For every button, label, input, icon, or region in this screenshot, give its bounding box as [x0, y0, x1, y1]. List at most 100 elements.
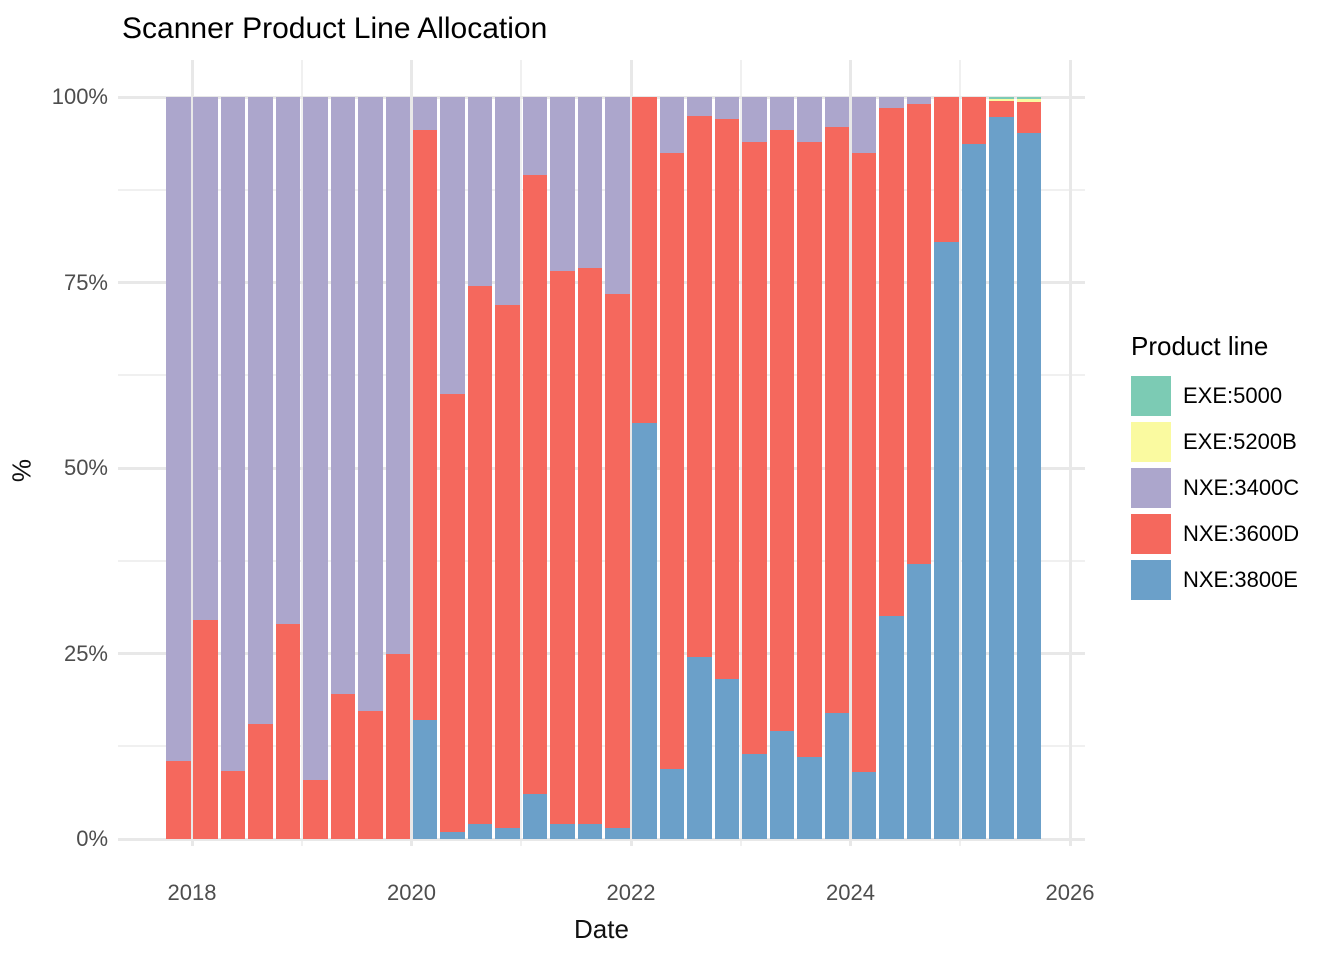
legend-color-swatch — [1131, 468, 1171, 508]
bar-segment-nxe-3600d — [275, 623, 301, 839]
x-axis-tick-label: 2024 — [826, 880, 875, 905]
x-axis-tick-label: 2022 — [606, 880, 656, 905]
legend-label: EXE:5000 — [1183, 383, 1283, 408]
legend: Product line EXE:5000 EXE:5200B NXE:3400C N… — [1131, 331, 1299, 606]
legend-color-swatch — [1131, 560, 1171, 600]
y-axis-tick-label: 50% — [63, 455, 108, 480]
x-major-gridline — [410, 60, 413, 846]
bar-segment-nxe-3800e — [989, 117, 1014, 839]
y-axis-tick-label: 75% — [63, 269, 108, 295]
bar-segment-nxe-3400c — [412, 97, 438, 131]
bar-segment-nxe-3400c — [495, 97, 520, 305]
bar-segment-exe-5000 — [1016, 97, 1042, 100]
legend-label: NXE:3400C — [1183, 475, 1300, 500]
bar-segment-nxe-3400c — [550, 97, 575, 272]
x-axis-title: Date — [574, 914, 629, 944]
bar-segment-nxe-3600d — [632, 97, 657, 424]
x-axis-tick-label: 2018 — [167, 880, 217, 905]
bar-segment-nxe-3400c — [659, 97, 685, 153]
bar-segment-nxe-3800e — [1016, 132, 1042, 839]
bar-segment-nxe-3600d — [193, 620, 218, 839]
bar-segment-nxe-3600d — [605, 293, 630, 828]
bar-segment-nxe-3600d — [906, 104, 932, 565]
y-axis-tick-label: 0% — [76, 826, 108, 851]
bar-segment-nxe-3800e — [659, 768, 685, 839]
bar-segment-nxe-3600d — [659, 152, 685, 769]
y-axis-tick-label: 100% — [51, 84, 108, 109]
bar-segment-nxe-3400c — [467, 97, 493, 287]
x-major-gridline — [629, 60, 633, 846]
legend-label: NXE:3800E — [1183, 567, 1298, 592]
bar-segment-nxe-3400c — [248, 97, 273, 724]
bar-segment-nxe-3800e — [797, 757, 822, 839]
bar-segment-nxe-3800e — [934, 241, 959, 839]
bar-segment-nxe-3600d — [687, 115, 712, 658]
bar-segment-nxe-3600d — [934, 97, 959, 242]
bar-segment-nxe-3600d — [989, 101, 1014, 118]
x-major-gridline — [849, 60, 852, 846]
legend-item: NXE:3600D — [1131, 514, 1299, 554]
bar-segment-exe-5200b — [989, 98, 1014, 102]
bar-segment-nxe-3800e — [687, 657, 712, 839]
x-minor-gridline — [300, 60, 303, 846]
bar-segment-nxe-3600d — [714, 119, 740, 680]
bar-segment-nxe-3400c — [577, 97, 603, 268]
legend-label: NXE:3600D — [1183, 521, 1300, 546]
bar-segment-nxe-3800e — [495, 827, 520, 839]
bar-segment-nxe-3600d — [961, 97, 987, 144]
legend-color-swatch — [1131, 422, 1171, 462]
bar-segment-nxe-3800e — [605, 827, 630, 839]
bar-segment-nxe-3400c — [166, 97, 191, 762]
x-minor-gridline — [520, 60, 523, 846]
bar-segment-nxe-3400c — [906, 97, 932, 105]
bar-segment-nxe-3800e — [412, 720, 438, 839]
bar-segment-nxe-3800e — [714, 679, 740, 839]
bar-segment-nxe-3800e — [961, 143, 987, 839]
y-major-gridline — [118, 837, 1085, 841]
bar-segment-nxe-3800e — [824, 712, 850, 839]
bar-segment-nxe-3800e — [467, 824, 493, 839]
bar-segment-exe-5000 — [989, 97, 1014, 99]
bar-segment-nxe-3400c — [851, 97, 877, 153]
bar-segment-nxe-3400c — [687, 97, 712, 116]
y-axis-title: % — [6, 458, 37, 483]
x-minor-gridline — [739, 60, 742, 846]
x-major-gridline — [190, 60, 194, 846]
bar-segment-nxe-3600d — [1016, 102, 1042, 133]
bar-segment-nxe-3800e — [769, 731, 795, 839]
bar-segment-nxe-3800e — [906, 564, 932, 839]
bar-segment-nxe-3400c — [303, 97, 328, 780]
bar-segment-nxe-3600d — [851, 152, 877, 773]
bar-segment-nxe-3400c — [330, 97, 356, 695]
bar-segment-nxe-3400c — [605, 97, 630, 294]
legend-color-swatch — [1131, 376, 1171, 416]
bar-segment-nxe-3600d — [440, 393, 465, 832]
bar-segment-nxe-3800e — [742, 753, 767, 839]
bar-segment-nxe-3800e — [577, 824, 603, 839]
bar-segment-nxe-3600d — [467, 286, 493, 825]
bar-segment-nxe-3600d — [522, 174, 548, 795]
bar-segment-nxe-3600d — [879, 108, 904, 617]
bar-segment-nxe-3400c — [358, 97, 383, 712]
bar-segment-nxe-3600d — [248, 723, 273, 839]
bar-segment-nxe-3600d — [385, 653, 411, 839]
bar-segment-nxe-3600d — [824, 126, 850, 713]
x-major-gridline — [1068, 60, 1072, 846]
bar-segment-nxe-3800e — [550, 824, 575, 839]
legend-item: EXE:5200B — [1131, 422, 1299, 462]
bar-segment-nxe-3600d — [166, 761, 191, 839]
chart-title: Scanner Product Line Allocation — [122, 12, 548, 45]
bar-segment-nxe-3400c — [742, 97, 767, 142]
bar-segment-nxe-3400c — [220, 97, 246, 771]
bar-segment-nxe-3800e — [522, 794, 548, 839]
x-minor-gridline — [959, 60, 962, 846]
y-axis-tick-label: 25% — [63, 640, 108, 666]
bar-segment-nxe-3600d — [495, 304, 520, 828]
bar-segment-nxe-3600d — [797, 141, 822, 758]
bar-segment-nxe-3600d — [303, 779, 328, 839]
bar-segment-nxe-3400c — [275, 97, 301, 624]
x-axis-tick-label: 2020 — [387, 880, 436, 905]
bar-segment-nxe-3600d — [412, 130, 438, 721]
